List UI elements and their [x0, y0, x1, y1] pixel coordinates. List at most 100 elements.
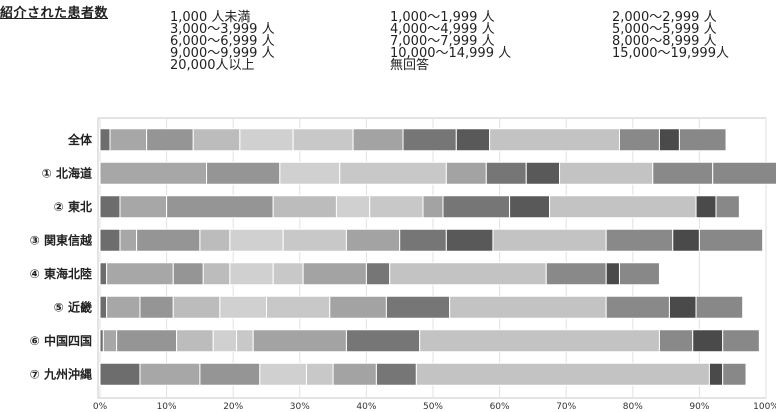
- category-label: ② 東北: [54, 199, 92, 214]
- bar-segment: [102, 329, 118, 353]
- bar-segment: [672, 228, 700, 252]
- bar-segment: [335, 195, 371, 219]
- bar-segment: [658, 329, 694, 353]
- legend-entry: 1,000 人未満: [170, 10, 251, 25]
- bar-segment: [272, 262, 304, 286]
- legend-column-3: 2,000～2,999 人 5,000～5,999 人 8,000～8,999 …: [612, 11, 729, 61]
- bar-segment: [695, 195, 717, 219]
- bar-segment: [172, 295, 221, 319]
- category-label: ⑤ 近畿: [54, 299, 92, 314]
- bar-segment: [678, 128, 727, 152]
- bar-segment: [119, 195, 168, 219]
- bar-segment: [449, 295, 607, 319]
- bar-segment: [146, 128, 194, 152]
- bar-segment: [99, 228, 121, 252]
- plot-frame: [97, 117, 767, 399]
- bar-segment: [549, 195, 697, 219]
- bar-segment: [605, 262, 620, 286]
- bar-segment: [329, 295, 387, 319]
- bar-segment: [202, 262, 231, 286]
- bar-segment: [176, 329, 214, 353]
- bar-segment: [116, 329, 178, 353]
- bar-segment: [99, 161, 208, 185]
- bar-segment: [352, 128, 404, 152]
- bar-segment: [442, 195, 511, 219]
- bar-segment: [292, 128, 354, 152]
- bar-segment: [305, 362, 334, 386]
- bar-segment: [239, 128, 294, 152]
- bar-segment: [695, 295, 744, 319]
- bar-segment: [236, 329, 254, 353]
- bar-segment: [545, 262, 607, 286]
- legend-entry: 3,000～3,999 人: [170, 22, 275, 37]
- bar-segment: [229, 262, 274, 286]
- bar-segment: [332, 362, 377, 386]
- bar-segment: [652, 161, 714, 185]
- bar-segment: [192, 128, 241, 152]
- bar-segment: [172, 262, 204, 286]
- x-tick-label: 10%: [157, 402, 177, 412]
- bar-segment: [139, 362, 201, 386]
- legend-entry: 10,000～14,999 人: [390, 46, 512, 61]
- x-tick-label: 80%: [623, 402, 643, 412]
- bar-segment: [212, 329, 238, 353]
- bar-segment: [99, 128, 111, 152]
- legend-entry: 無回答: [390, 58, 430, 73]
- bar-segment: [402, 128, 457, 152]
- bar-segment: [272, 195, 337, 219]
- bar-segment: [715, 195, 740, 219]
- bar-segment: [389, 262, 547, 286]
- bar-segment: [712, 161, 776, 185]
- bar-segment: [509, 195, 551, 219]
- x-tick-label: 0%: [93, 402, 108, 412]
- legend-entry: 15,000～19,999人: [612, 46, 729, 61]
- bar-segment: [199, 362, 261, 386]
- bar-segment: [282, 228, 347, 252]
- category-label: 全体: [67, 132, 93, 147]
- bar-segment: [385, 295, 451, 319]
- bars: [99, 128, 776, 386]
- bar-segment: [259, 362, 307, 386]
- bar-segment: [668, 295, 697, 319]
- bar-segment: [605, 228, 674, 252]
- bar-segment: [302, 262, 367, 286]
- category-label: ③ 関東信越: [30, 232, 93, 247]
- bar-segment: [692, 329, 724, 353]
- legend-column-2: 1,000～1,999 人 4,000～4,999 人 7,000～7,999 …: [390, 10, 512, 73]
- bar-segment: [605, 295, 670, 319]
- category-labels: 全体 ① 北海道 ② 東北 ③ 関東信越 ④ 東海北陸 ⑤ 近畿 ⑥ 中国四国 ⑦ 九州沖縄: [30, 132, 93, 382]
- bar-segment: [422, 195, 444, 219]
- bar-segment: [658, 128, 680, 152]
- gridlines: [99, 118, 767, 398]
- bar-segment: [199, 228, 231, 252]
- bar-segment: [489, 128, 620, 152]
- bar-segment: [525, 161, 561, 185]
- category-label: ④ 東海北陸: [30, 266, 92, 281]
- bar-segment: [415, 362, 710, 386]
- bar-segment: [99, 295, 108, 319]
- x-tick-label: 30%: [290, 402, 310, 412]
- bar-segment: [698, 228, 764, 252]
- legend-entry: 8,000～8,999 人: [612, 34, 717, 49]
- x-tick-label: 20%: [223, 402, 243, 412]
- legend-entry: 5,000～5,999 人: [612, 22, 717, 37]
- bar-segment: [399, 228, 447, 252]
- bar-segment: [375, 362, 417, 386]
- legend-entry: 7,000～7,999 人: [390, 34, 495, 49]
- bar-segment: [345, 329, 421, 353]
- x-tick-label: 40%: [356, 402, 376, 412]
- x-tick-label: 70%: [556, 402, 576, 412]
- bar-segment: [445, 228, 494, 252]
- legend-entry: 9,000～9,999 人: [170, 46, 275, 61]
- bar-segment: [618, 128, 660, 152]
- bar-segment: [492, 228, 607, 252]
- bar-segment: [345, 228, 401, 252]
- bar-segment: [369, 195, 424, 219]
- bar-segment: [455, 128, 491, 152]
- legend-entry: 20,000人以上: [170, 58, 255, 73]
- x-tick-labels: 0% 10% 20% 30% 40% 50% 60% 70% 80% 90% 100%: [93, 402, 776, 412]
- bar-segment: [365, 262, 391, 286]
- legend-entry: 1,000～1,999 人: [390, 10, 495, 25]
- bar-segment: [136, 228, 201, 252]
